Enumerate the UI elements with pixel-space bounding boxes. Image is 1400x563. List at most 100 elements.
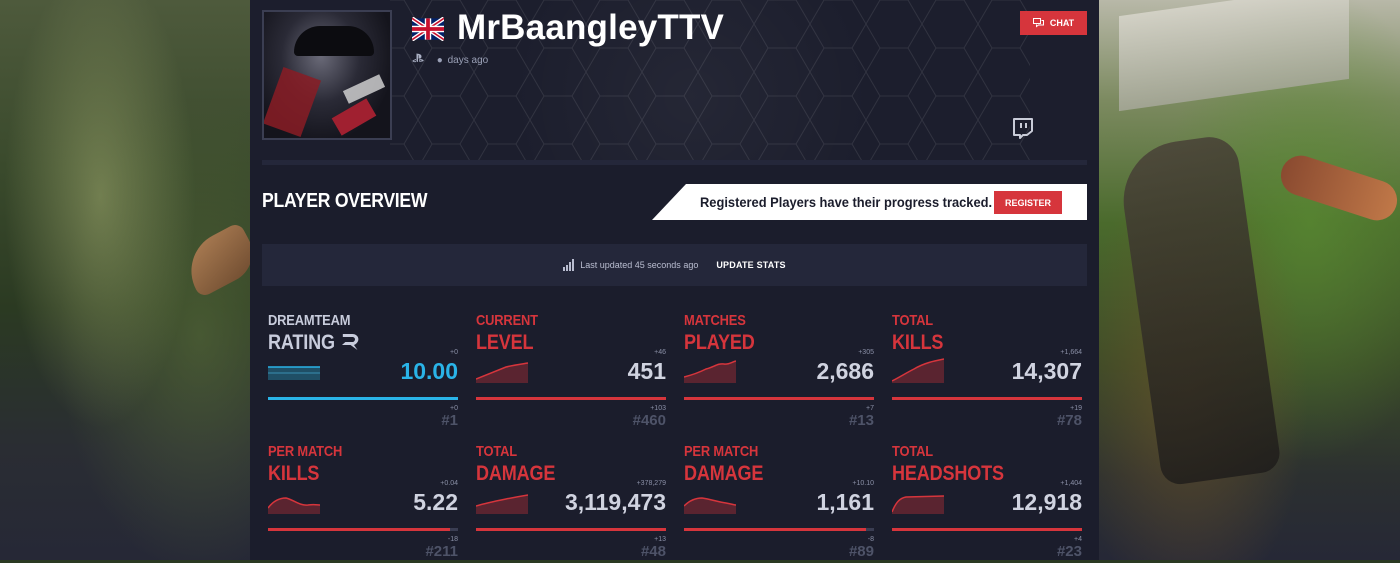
stat-card[interactable]: TOTAL KILLS +1,664 14,307 +19 #78 [892,312,1082,432]
stat-label-main-text: RATING [268,331,335,354]
stat-sparkline [268,497,320,514]
stat-card[interactable]: MATCHES PLAYED +305 2,686 +7 #13 [684,312,874,432]
stat-label-main-text: KILLS [892,331,944,354]
stat-delta: +1,404 [1060,480,1082,487]
stat-percentile-bar [684,397,874,400]
stat-label-main-text: PLAYED [684,331,755,354]
stat-card[interactable]: TOTAL HEADSHOTS +1,404 12,918 +4 #23 [892,443,1082,563]
stat-value: 14,307 [1011,358,1082,384]
stat-rank: #89 [848,543,874,560]
stat-rank: #211 [425,543,458,560]
avatar-art-red-2 [331,98,377,136]
register-button[interactable]: REGISTER [994,191,1062,214]
stat-label-top: TOTAL [892,312,933,329]
stat-rank: #23 [1056,543,1082,560]
stat-percentile-bar [476,528,666,531]
stat-rank-delta: +103 [650,405,666,412]
background-scenery-left [0,0,263,560]
stat-delta: +1,664 [1060,349,1082,356]
stat-value: 5.22 [413,489,458,515]
stat-label-main: KILLS [892,331,943,355]
stat-rank-delta: +7 [866,405,874,412]
stat-label-top: TOTAL [476,443,517,460]
stat-percentile-bar [268,528,458,531]
stat-label-top: PER MATCH [268,443,343,460]
stat-delta: +305 [858,349,874,356]
update-stats-button[interactable]: UPDATE STATS [716,260,786,270]
stat-label-top: DREAMTEAM [268,312,351,329]
stat-bar-remainder [450,528,458,531]
stat-card[interactable]: TOTAL DAMAGE +378,279 3,119,473 +13 #48 [476,443,666,563]
last-seen: days ago [447,55,489,66]
stat-rank-delta: +19 [1070,405,1082,412]
stat-value: 3,119,473 [564,489,666,515]
avatar-art-red [264,66,322,138]
stat-label-top: PER MATCH [684,443,759,460]
uk-flag-icon [412,17,444,41]
status-dot: ● [436,55,443,66]
stat-label-main-text: DAMAGE [684,462,764,485]
last-updated-text: Last updated 45 seconds ago [580,260,699,270]
stat-percentile-bar [892,397,1082,400]
stat-label-main-text: HEADSHOTS [892,462,1004,485]
stat-rank-delta: +13 [654,536,666,543]
stat-sparkline [684,360,736,383]
stat-label-main-text: KILLS [268,462,320,485]
stat-rank-delta: +0 [450,405,458,412]
profile-header: MrBaangleyTTV ● days ago CHAT [250,0,1099,160]
stat-sparkline [268,366,320,380]
stat-label-main: RATING [268,331,361,355]
stat-sparkline [684,497,736,514]
stat-rank-delta: -18 [447,536,458,543]
stat-card[interactable]: PER MATCH DAMAGE +10.10 1,161 -8 #89 [684,443,874,563]
stat-label-main: KILLS [268,462,319,486]
stat-sparkline [892,358,944,383]
stat-card[interactable]: PER MATCH KILLS +0.04 5.22 -18 #211 [268,443,458,563]
player-username: MrBaangleyTTV [457,8,725,47]
background-hand [1275,150,1400,226]
background-character [1115,133,1283,487]
stat-label-main-text: DAMAGE [476,462,556,485]
stat-value: 12,918 [1011,489,1082,515]
stat-label-main: LEVEL [476,331,534,355]
stat-bar-remainder [866,528,874,531]
background-scenery-right [1099,0,1400,560]
avatar-art-hat [294,26,374,56]
stat-rank: #460 [632,412,666,429]
background-building [1119,0,1349,112]
stat-sparkline [476,362,528,383]
stat-card[interactable]: CURRENT LEVEL +46 451 +103 #460 [476,312,666,432]
stat-value: 10.00 [400,358,458,384]
stat-delta: +0 [450,349,458,356]
header-divider [262,160,1087,165]
stat-delta: +46 [654,349,666,356]
signal-bars-icon [563,259,575,271]
stat-percentile-bar [268,397,458,400]
stat-sparkline [892,495,944,514]
stat-percentile-bar [892,528,1082,531]
stat-label-top: TOTAL [892,443,933,460]
stat-value: 1,161 [816,489,874,515]
stat-value: 2,686 [816,358,874,384]
hex-pattern [390,0,1030,160]
stat-label-main: DAMAGE [684,462,763,486]
playstation-icon [412,52,426,66]
stat-label-main: HEADSHOTS [892,462,1004,486]
stat-label-top: CURRENT [476,312,538,329]
stat-rank: #13 [848,412,874,429]
stat-label-main: DAMAGE [476,462,555,486]
chat-button[interactable]: CHAT [1020,11,1087,35]
stat-rank: #78 [1056,412,1082,429]
stat-label-main: PLAYED [684,331,755,355]
stat-rank: #1 [441,412,458,429]
stat-delta: +378,279 [636,480,666,487]
stat-label-top: MATCHES [684,312,746,329]
stat-percentile-bar [476,397,666,400]
register-banner-text: Registered Players have their progress t… [700,194,993,210]
stat-delta: +10.10 [852,480,874,487]
player-avatar[interactable] [262,10,392,140]
stat-rank: #48 [640,543,666,560]
twitch-icon[interactable] [1011,116,1035,140]
stat-card[interactable]: DREAMTEAM RATING +0 10.00 +0 #1 [268,312,458,432]
stat-delta: +0.04 [440,480,458,487]
